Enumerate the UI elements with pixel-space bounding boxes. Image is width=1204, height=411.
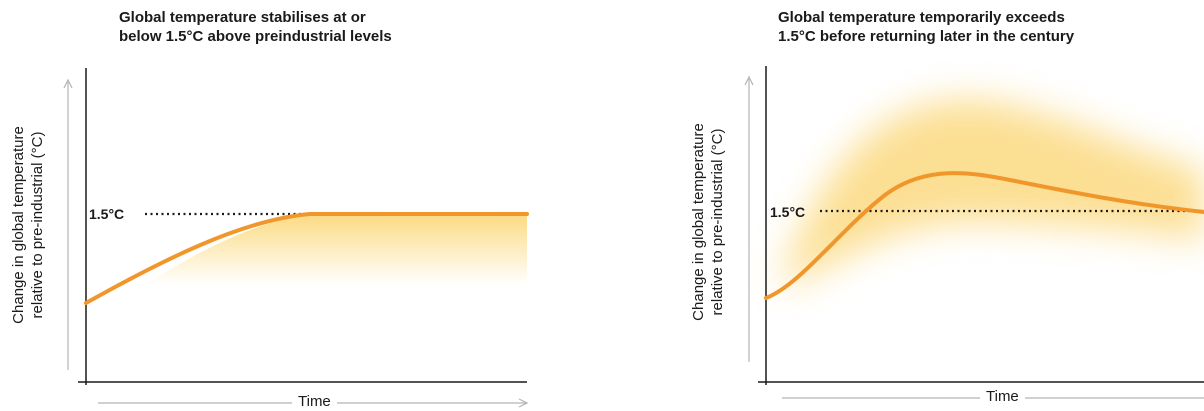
threshold-label: 1.5°C bbox=[770, 204, 806, 220]
y-label-line-1: Change in global temperature bbox=[690, 123, 707, 321]
uncertainty-band bbox=[145, 214, 527, 285]
uncertainty-band bbox=[785, 99, 1204, 290]
y-label-line-2: relative to pre-industrial (°C) bbox=[709, 128, 726, 316]
y-axis-label: Change in global temperature relative to… bbox=[9, 75, 49, 375]
y-axis-arrow bbox=[63, 78, 73, 370]
panel-stabilise: Global temperature stabilises at or belo… bbox=[0, 0, 560, 411]
panel-title: Global temperature stabilises at or belo… bbox=[119, 8, 539, 46]
temperature-curve bbox=[764, 171, 1204, 300]
threshold-label: 1.5°C bbox=[89, 206, 125, 222]
y-axis-arrow bbox=[744, 75, 754, 362]
panel-overshoot: Global temperature temporarily exceeds 1… bbox=[680, 0, 1204, 411]
title-line-2: 1.5°C before returning later in the cent… bbox=[778, 28, 1075, 45]
y-label-line-1: Change in global temperature bbox=[10, 126, 27, 324]
y-label-line-2: relative to pre-industrial (°C) bbox=[29, 131, 46, 319]
title-line-1: Global temperature temporarily exceeds bbox=[778, 9, 1065, 26]
stabilise-graph bbox=[63, 68, 529, 408]
x-axis-label: Time bbox=[292, 393, 337, 410]
title-line-2: below 1.5°C above preindustrial levels bbox=[119, 28, 392, 45]
overshoot-graph bbox=[744, 66, 1204, 399]
title-line-1: Global temperature stabilises at or bbox=[119, 9, 366, 26]
temperature-curve bbox=[84, 212, 529, 305]
x-axis-label: Time bbox=[980, 388, 1025, 405]
y-axis-label: Change in global temperature relative to… bbox=[689, 72, 729, 372]
panel-title: Global temperature temporarily exceeds 1… bbox=[778, 8, 1198, 46]
